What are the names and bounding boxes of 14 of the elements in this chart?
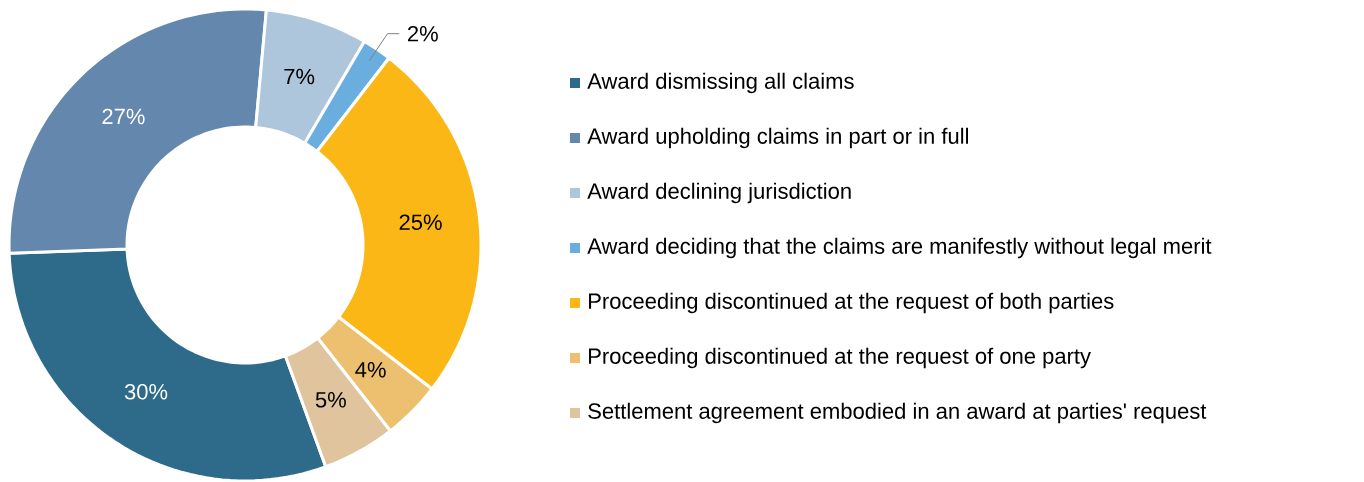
legend-label: Settlement agreement embodied in an award at parties' request [588, 402, 1207, 424]
legend-label: Award upholding claims in part or in full [587, 127, 968, 149]
data-label: 4% [355, 361, 386, 378]
data-label: 5% [315, 391, 346, 408]
legend-label: Proceeding discontinued at the request of both parties [589, 292, 1114, 314]
data-label: 27% [102, 108, 145, 124]
legend-label: Award declining jurisdiction [587, 182, 851, 204]
data-label: 30% [124, 383, 168, 400]
legend-label: Award dismissing all claims [587, 72, 854, 94]
data-label: 25% [399, 214, 442, 230]
data-label: 7% [284, 68, 315, 84]
legend-label: Award deciding that the claims are manifestly without legal merit [587, 237, 1212, 259]
legend-label: Proceeding discontinued at the request of one party [589, 347, 1091, 369]
data-label: 2% [407, 25, 438, 42]
